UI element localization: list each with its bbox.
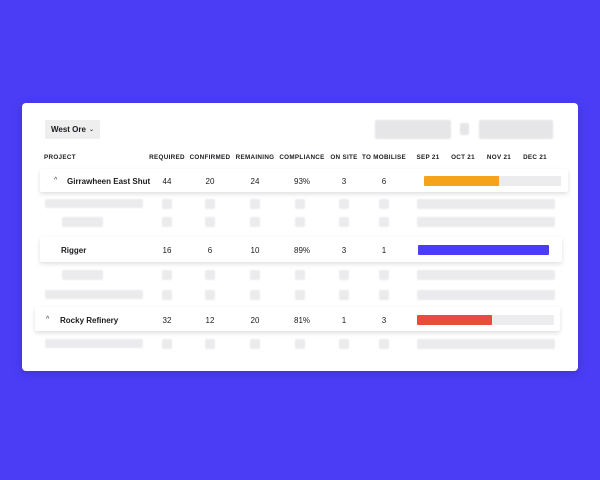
blurred-cell bbox=[295, 339, 305, 349]
region-dropdown[interactable]: West Ore ⌄ bbox=[45, 120, 100, 139]
blurred-row-label bbox=[62, 270, 103, 280]
blurred-control bbox=[479, 120, 553, 139]
blurred-cell bbox=[339, 217, 349, 227]
role-name: Rigger bbox=[61, 246, 87, 255]
timeline-bar-track bbox=[417, 315, 554, 325]
blurred-cell bbox=[379, 199, 389, 209]
blurred-cell bbox=[162, 270, 172, 280]
blurred-cell bbox=[379, 270, 389, 280]
timeline-bar-fill bbox=[424, 176, 500, 186]
blurred-cell bbox=[250, 290, 260, 300]
month-header-sep: SEP 21 bbox=[416, 154, 440, 161]
blurred-cell bbox=[339, 270, 349, 280]
column-header-project: PROJECT bbox=[44, 154, 76, 161]
required-value: 44 bbox=[162, 177, 172, 186]
table-row[interactable]: ^ Rocky Refinery 32 12 20 81% 1 3 bbox=[35, 307, 560, 331]
chevron-down-icon: ⌄ bbox=[88, 127, 94, 133]
blurred-cell bbox=[162, 290, 172, 300]
month-header-dec: DEC 21 bbox=[523, 154, 547, 161]
remaining-value: 24 bbox=[250, 177, 260, 186]
blurred-cell bbox=[295, 270, 305, 280]
collapse-caret-icon[interactable]: ^ bbox=[46, 316, 50, 323]
timeline-bar-track bbox=[418, 245, 549, 255]
blurred-cell bbox=[162, 217, 172, 227]
blurred-bar bbox=[417, 290, 555, 300]
blurred-cell bbox=[379, 339, 389, 349]
blurred-cell bbox=[339, 290, 349, 300]
column-header-compliance: COMPLIANCE bbox=[279, 154, 325, 161]
region-dropdown-label: West Ore bbox=[50, 125, 86, 134]
month-header-oct: OCT 21 bbox=[451, 154, 475, 161]
confirmed-value: 20 bbox=[205, 177, 215, 186]
blurred-bar bbox=[417, 217, 555, 227]
blurred-cell bbox=[379, 217, 389, 227]
confirmed-value: 6 bbox=[207, 246, 213, 255]
month-header-nov: NOV 21 bbox=[486, 154, 512, 161]
compliance-value: 81% bbox=[293, 316, 311, 325]
on-site-value: 3 bbox=[341, 177, 347, 186]
to-mobilise-value: 6 bbox=[381, 177, 387, 186]
blurred-cell bbox=[295, 199, 305, 209]
table-row[interactable]: ^ Girrawheen East Shut 44 20 24 93% 3 6 bbox=[40, 169, 568, 192]
blurred-cell bbox=[339, 199, 349, 209]
blurred-row-label bbox=[45, 339, 143, 348]
blurred-cell bbox=[205, 217, 215, 227]
compliance-value: 89% bbox=[293, 246, 311, 255]
blurred-row-label bbox=[62, 217, 103, 227]
compliance-value: 93% bbox=[293, 177, 311, 186]
confirmed-value: 12 bbox=[205, 316, 215, 325]
blurred-bar bbox=[417, 339, 555, 349]
blurred-row-label bbox=[45, 290, 143, 299]
required-value: 32 bbox=[162, 316, 172, 325]
blurred-cell bbox=[162, 339, 172, 349]
column-header-confirmed: CONFIRMED bbox=[189, 154, 231, 161]
to-mobilise-value: 1 bbox=[381, 246, 387, 255]
table-row[interactable]: Rigger 16 6 10 89% 3 1 bbox=[40, 237, 562, 262]
to-mobilise-value: 3 bbox=[381, 316, 387, 325]
blurred-cell bbox=[250, 339, 260, 349]
blurred-cell bbox=[295, 217, 305, 227]
timeline-bar-fill bbox=[418, 245, 549, 255]
blurred-cell bbox=[205, 199, 215, 209]
blurred-cell bbox=[339, 339, 349, 349]
column-header-required: REQUIRED bbox=[149, 154, 185, 161]
blurred-cell bbox=[379, 290, 389, 300]
blurred-control bbox=[375, 120, 451, 139]
remaining-value: 10 bbox=[250, 246, 260, 255]
blurred-cell bbox=[205, 270, 215, 280]
collapse-caret-icon[interactable]: ^ bbox=[54, 177, 58, 184]
blurred-bar bbox=[417, 199, 555, 209]
blurred-cell bbox=[295, 290, 305, 300]
on-site-value: 1 bbox=[341, 316, 347, 325]
blurred-cell bbox=[205, 290, 215, 300]
remaining-value: 20 bbox=[250, 316, 260, 325]
blurred-cell bbox=[250, 217, 260, 227]
blurred-cell bbox=[205, 339, 215, 349]
blurred-cell bbox=[250, 270, 260, 280]
project-name: Rocky Refinery bbox=[60, 316, 119, 325]
timeline-bar-fill bbox=[417, 315, 493, 325]
column-header-remaining: REMAINING bbox=[235, 154, 275, 161]
timeline-bar-track bbox=[424, 176, 561, 186]
blurred-row-label bbox=[45, 199, 143, 208]
required-value: 16 bbox=[162, 246, 172, 255]
blurred-bar bbox=[417, 270, 555, 280]
column-header-to-mobilise: TO MOBILISE bbox=[361, 154, 407, 161]
blurred-cell bbox=[162, 199, 172, 209]
project-name: Girrawheen East Shut bbox=[67, 177, 151, 186]
project-table-card: West Ore ⌄ PROJECT REQUIRED CONFIRMED RE… bbox=[22, 103, 578, 371]
blurred-icon bbox=[460, 123, 469, 135]
blurred-cell bbox=[250, 199, 260, 209]
column-header-on-site: ON SITE bbox=[330, 154, 358, 161]
on-site-value: 3 bbox=[341, 246, 347, 255]
